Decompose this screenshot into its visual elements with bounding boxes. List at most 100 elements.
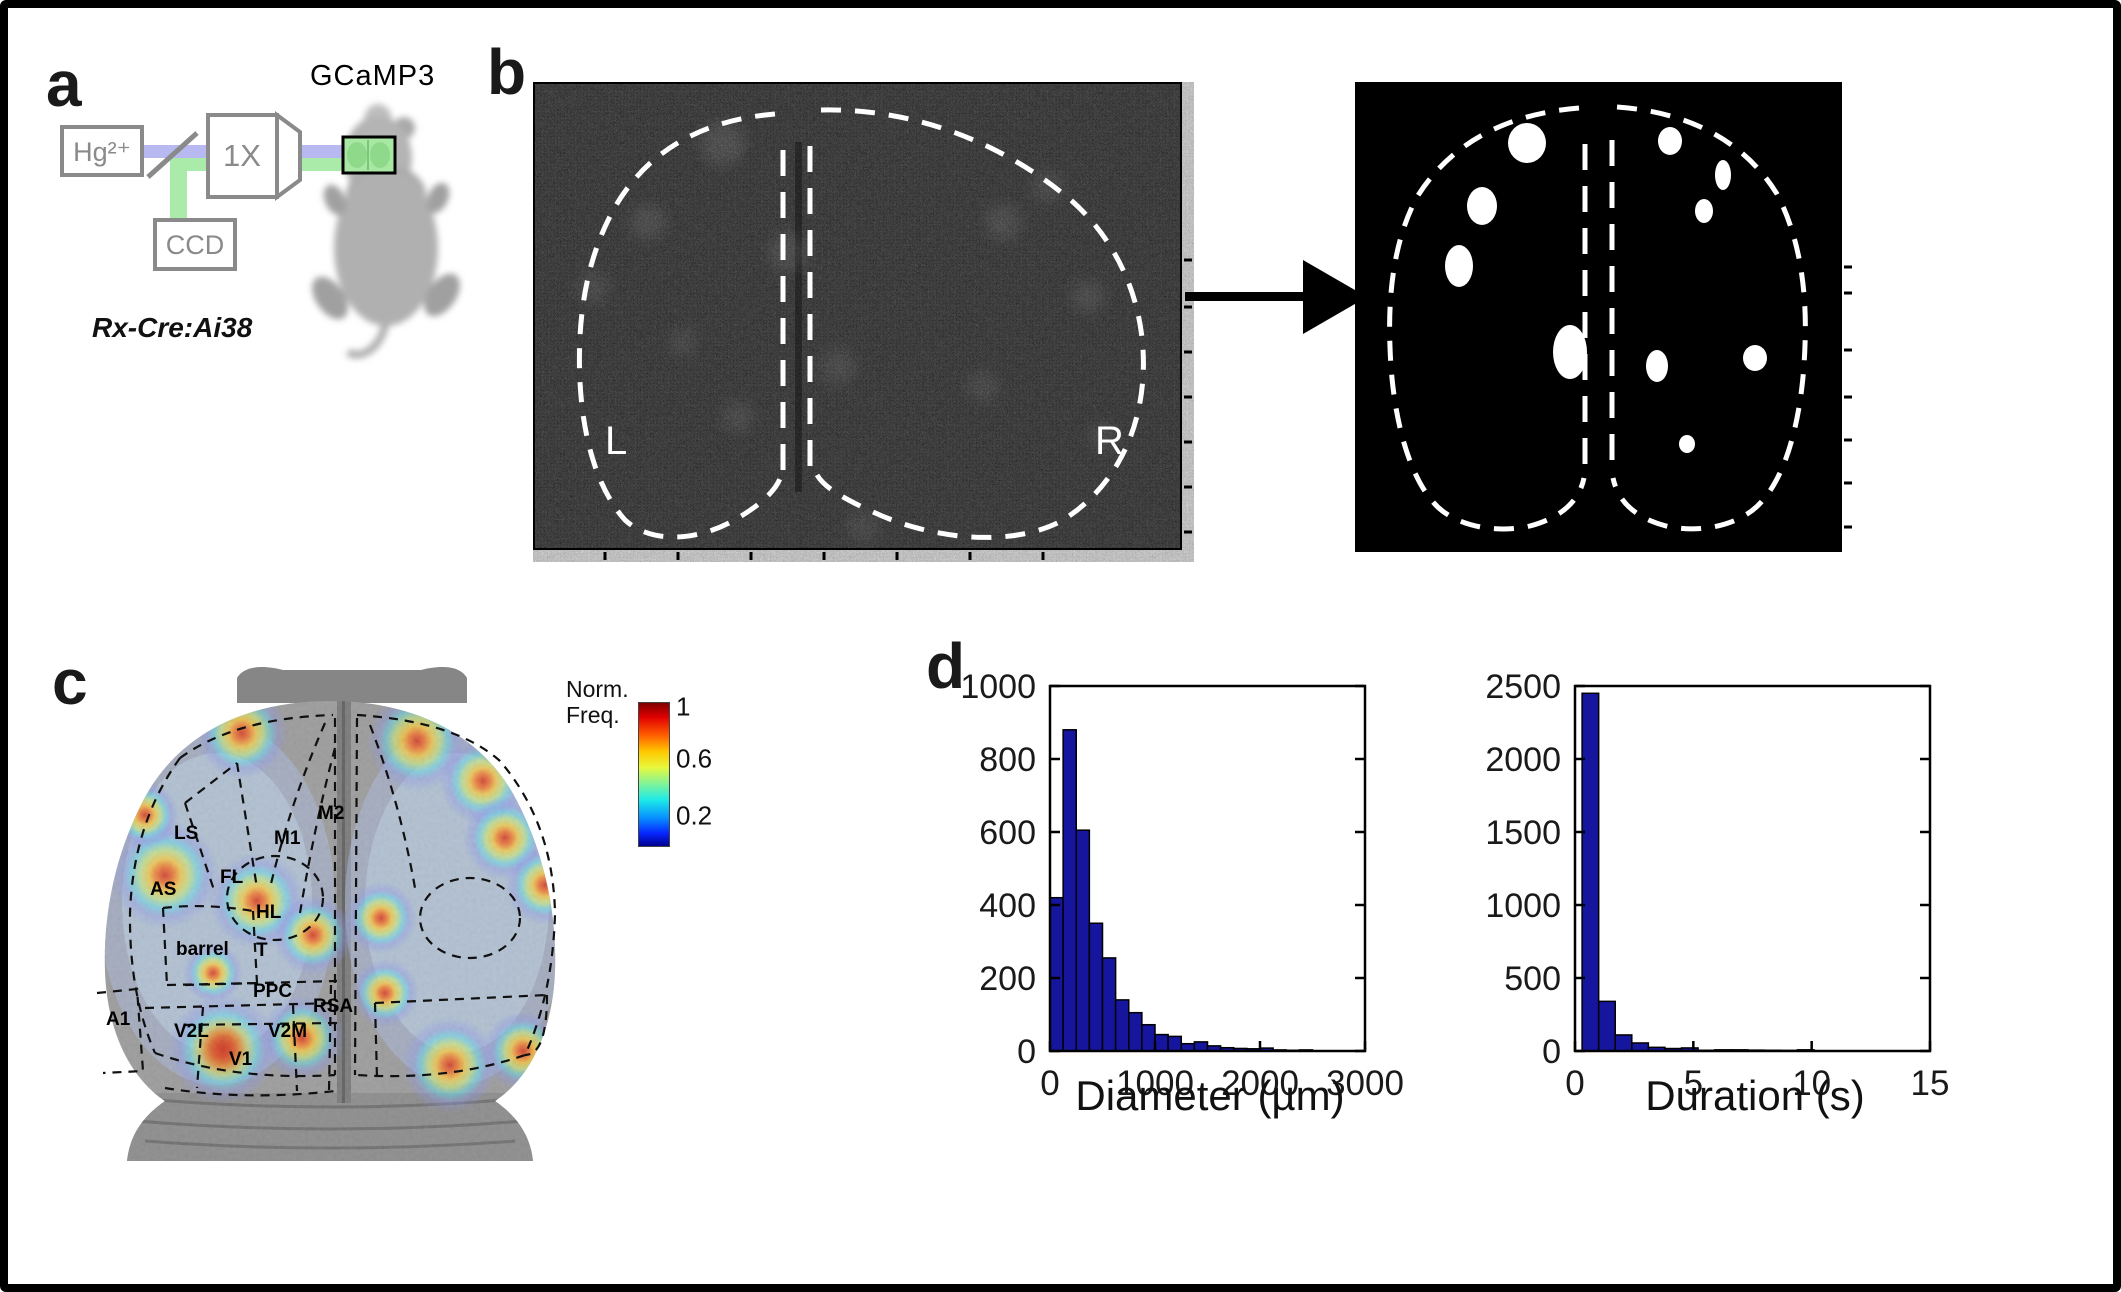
- active-domain-blob: [1715, 160, 1731, 190]
- region-label-barrel: barrel: [176, 939, 229, 960]
- colorbar-title-line2: Freq.: [566, 702, 620, 728]
- ccd-box: [153, 218, 237, 271]
- raw-fluorescence-image: L R: [533, 82, 1192, 560]
- histogram-bar: [1088, 922, 1104, 1052]
- histogram-bar: [1075, 829, 1091, 1052]
- mercury-lamp-box: [60, 125, 144, 177]
- region-label-LS: LS: [174, 823, 198, 844]
- region-label-A1: A1: [106, 1009, 131, 1030]
- active-domain-blob: [1467, 187, 1497, 225]
- region-label-V2M: V2M: [268, 1021, 307, 1042]
- active-domain-blob: [1695, 199, 1713, 223]
- brain-outline-dashed: [1387, 104, 1808, 532]
- y-axis-tick-label: 1000: [1485, 887, 1561, 925]
- histogram-bar: [1154, 1033, 1169, 1052]
- y-axis-tick-label: 200: [979, 960, 1036, 998]
- region-labels-group: LS M2 M1 FL AS HL barrel T PPC RSA A1 V2L V2M V1: [106, 803, 353, 1070]
- active-domain-blob: [1679, 435, 1695, 453]
- duration-axis-label: Duration (s): [1645, 1072, 1865, 1119]
- axis-tick-marks: [1844, 265, 1852, 529]
- histogram-bar: [1167, 1035, 1182, 1052]
- y-axis-tick-label: 400: [979, 887, 1036, 925]
- histogram-bar: [1114, 999, 1130, 1052]
- panel-d-label: d: [926, 630, 966, 702]
- region-label-PPC: PPC: [253, 981, 292, 1002]
- region-label-T: T: [256, 940, 268, 961]
- imaging-setup-schematic: Hg²⁺ 1X CCD: [60, 104, 460, 359]
- histogram-bar: [1141, 1023, 1156, 1052]
- active-domain-blob: [1646, 350, 1668, 382]
- region-label-M1: M1: [274, 828, 301, 849]
- anterior-brain-structure: [237, 667, 467, 703]
- region-label-HL: HL: [256, 902, 282, 923]
- objective-label: 1X: [223, 138, 261, 173]
- x-axis-tick-label: 1000: [1116, 1064, 1194, 1103]
- colorbar-tick-02: 0.2: [676, 800, 713, 831]
- mouse-line-label: Rx-Cre:Ai38: [92, 312, 253, 343]
- y-axis-tick-label: 600: [979, 814, 1036, 852]
- y-axis-tick-label: 1500: [1485, 814, 1561, 852]
- cortical-parcellation-lines: [96, 713, 557, 1097]
- region-label-AS: AS: [150, 879, 176, 900]
- x-axis-tick-label: 3000: [1326, 1064, 1404, 1103]
- histogram-bar: [1128, 1011, 1143, 1052]
- active-domains-group: [1445, 123, 1767, 453]
- region-label-M2: M2: [318, 803, 344, 824]
- y-axis-tick-label: 2500: [1485, 668, 1561, 706]
- gcamp3-label: GCaMP3: [310, 60, 436, 92]
- colorbar-tick-1: 1: [676, 691, 691, 722]
- panel-a-label: a: [46, 48, 82, 120]
- right-hemisphere-label: R: [1095, 419, 1124, 463]
- faint-fluorescence-spots: [577, 122, 1117, 543]
- flow-arrow: [1185, 260, 1367, 334]
- panel-b-label: b: [487, 36, 527, 108]
- x-axis-tick-label: 0: [1040, 1064, 1059, 1103]
- histogram-bar: [1062, 729, 1077, 1052]
- axis-tick-marks: [603, 258, 1192, 560]
- mercury-lamp-label: Hg²⁺: [73, 137, 131, 167]
- region-label-V2L: V2L: [174, 1021, 209, 1042]
- region-label-FL: FL: [220, 867, 244, 888]
- thresholded-domain-image: [1355, 82, 1852, 552]
- ccd-label: CCD: [166, 230, 225, 260]
- histogram-bar: [1101, 957, 1117, 1052]
- y-axis-tick-label: 800: [979, 741, 1036, 779]
- panel-c-label: c: [52, 646, 88, 718]
- left-hemisphere-label: L: [605, 419, 627, 463]
- active-domain-blob: [1743, 345, 1767, 371]
- y-axis-tick-label: 500: [1504, 960, 1561, 998]
- emission-beam-vertical: [170, 168, 187, 222]
- x-axis-tick-label: 0: [1565, 1064, 1584, 1103]
- diameter-axis-label: Diameter (µm): [1075, 1072, 1345, 1119]
- y-axis-tick-label: 0: [1017, 1033, 1036, 1071]
- colorbar-title-line1: Norm.: [566, 676, 629, 702]
- objective-box: [206, 113, 279, 199]
- diameter-histogram: 0 1000 2000 3000 0 200 400 600 800 1000: [960, 668, 1404, 1103]
- y-axis-tick-label: 2000: [1485, 741, 1561, 779]
- brain-outline-dashed: [576, 107, 1146, 540]
- histogram-bar: [1049, 896, 1064, 1052]
- colorbar-tick-06: 0.6: [676, 743, 713, 774]
- x-axis-tick-label: 5: [1684, 1064, 1703, 1103]
- y-axis-tick-label: 0: [1542, 1033, 1561, 1071]
- active-domain-blob: [1445, 245, 1473, 287]
- active-domain-blob: [1553, 325, 1587, 379]
- colorbar-title: Norm. Freq.: [566, 676, 629, 728]
- region-label-V1: V1: [229, 1049, 253, 1070]
- objective-cone: [275, 111, 302, 201]
- beamsplitter-line: [146, 131, 199, 179]
- active-domain-blob: [1658, 127, 1682, 155]
- x-axis-tick-label: 2000: [1221, 1064, 1299, 1103]
- histogram-bar: [1597, 1000, 1616, 1052]
- histogram-bar: [1193, 1041, 1209, 1052]
- x-axis-tick-label: 10: [1792, 1064, 1831, 1103]
- colorbar: [638, 702, 670, 847]
- x-axis-tick-label: 15: [1911, 1064, 1950, 1103]
- region-label-RSA: RSA: [313, 996, 353, 1017]
- brain-activity-map: LS M2 M1 FL AS HL barrel T PPC RSA A1 V2L V2M V1: [96, 667, 557, 1161]
- histogram-bar: [1581, 692, 1600, 1052]
- histogram-bar: [1614, 1034, 1633, 1052]
- cranial-window: [341, 135, 397, 175]
- active-domain-blob: [1508, 123, 1546, 163]
